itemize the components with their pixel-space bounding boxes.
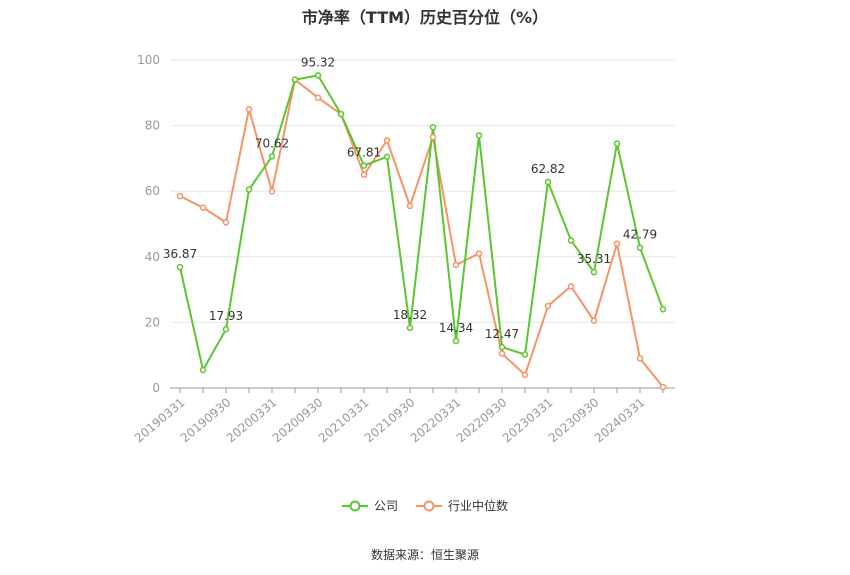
data-point bbox=[636, 244, 644, 251]
data-label: 36.87 bbox=[163, 247, 197, 261]
data-point bbox=[176, 192, 184, 200]
series-line-1 bbox=[179, 78, 664, 388]
series-line-0 bbox=[179, 74, 664, 371]
data-point bbox=[268, 187, 276, 195]
y-tick-label: 20 bbox=[145, 315, 160, 329]
legend-company-marker bbox=[341, 500, 368, 511]
data-point bbox=[360, 171, 368, 179]
data-point bbox=[475, 132, 483, 139]
data-label: 14.34 bbox=[439, 321, 473, 335]
data-point bbox=[383, 153, 391, 161]
data-label: 12.47 bbox=[485, 327, 519, 341]
data-point bbox=[222, 325, 230, 333]
data-point bbox=[291, 76, 299, 83]
data-point bbox=[613, 140, 621, 147]
data-labels: 36.87 17.93 70.62 95.32 67.81 18.32 14.34 12.47… bbox=[163, 55, 657, 341]
data-point bbox=[360, 162, 368, 169]
data-label: 17.93 bbox=[209, 309, 243, 323]
source-note: 数据来源：恒生聚源 bbox=[370, 548, 479, 562]
data-label: 35.31 bbox=[577, 252, 611, 266]
data-point bbox=[498, 343, 506, 351]
data-point bbox=[521, 351, 529, 358]
data-point bbox=[176, 263, 184, 271]
data-point bbox=[521, 371, 529, 379]
series-lines bbox=[179, 74, 664, 388]
data-label: 62.82 bbox=[531, 162, 565, 176]
data-label: 95.32 bbox=[301, 55, 335, 69]
x-tick-label: 20190331 bbox=[132, 395, 188, 445]
legend-company-label: 公司 bbox=[373, 499, 398, 513]
x-tick-label: 20240331 bbox=[592, 395, 648, 445]
legend: 公司 行业中位数 bbox=[0, 497, 850, 514]
legend-item-industry[interactable]: 行业中位数 bbox=[416, 497, 508, 514]
data-point bbox=[567, 237, 575, 244]
data-point bbox=[590, 317, 598, 325]
y-tick-label: 40 bbox=[145, 250, 160, 264]
data-point bbox=[199, 366, 207, 374]
y-tick-label: 60 bbox=[145, 184, 160, 198]
data-point bbox=[383, 137, 391, 144]
x-tick-label: 20220930 bbox=[454, 395, 510, 445]
x-tick-label: 20230930 bbox=[546, 395, 602, 445]
y-tick-label: 80 bbox=[145, 119, 160, 133]
data-point bbox=[659, 306, 667, 313]
chart-title: 市净率（TTM）历史百分位（%） bbox=[301, 8, 549, 27]
data-point bbox=[429, 133, 437, 141]
data-point bbox=[544, 178, 552, 186]
x-tick-label: 20200331 bbox=[224, 395, 280, 445]
legend-industry-marker bbox=[416, 500, 442, 511]
data-point bbox=[314, 94, 322, 101]
x-tick-label: 20210930 bbox=[362, 395, 418, 445]
x-tick-label: 20220331 bbox=[408, 395, 464, 445]
data-point bbox=[406, 202, 414, 210]
data-label: 67.81 bbox=[347, 146, 381, 160]
data-point bbox=[613, 240, 621, 247]
data-point bbox=[452, 337, 460, 345]
data-point bbox=[659, 383, 667, 391]
x-tick-label: 20230331 bbox=[500, 395, 556, 445]
y-tick-label: 0 bbox=[152, 381, 160, 395]
data-point bbox=[222, 219, 230, 226]
data-point bbox=[544, 302, 552, 310]
legend-item-company[interactable]: 公司 bbox=[341, 497, 398, 514]
data-point bbox=[245, 186, 253, 193]
data-point bbox=[406, 324, 414, 332]
y-axis-ticks: 0 20 40 60 80 100 bbox=[137, 53, 160, 395]
x-axis: 2019033120190930202003312020093020210331… bbox=[132, 387, 675, 445]
series-points bbox=[176, 72, 667, 391]
data-point bbox=[636, 355, 644, 362]
data-point bbox=[567, 283, 575, 290]
data-label: 18.32 bbox=[393, 308, 427, 322]
x-tick-label: 20190930 bbox=[178, 395, 234, 445]
y-tick-label: 100 bbox=[137, 53, 160, 67]
data-point bbox=[590, 268, 598, 276]
data-point bbox=[429, 123, 437, 131]
data-point bbox=[314, 72, 322, 79]
x-tick-label: 20200930 bbox=[270, 395, 326, 445]
data-point bbox=[268, 153, 276, 160]
data-point bbox=[245, 105, 253, 113]
data-point bbox=[498, 350, 506, 357]
legend-industry-label: 行业中位数 bbox=[448, 499, 509, 513]
data-point bbox=[337, 110, 345, 118]
data-label: 42.79 bbox=[623, 228, 657, 242]
data-point bbox=[475, 250, 483, 257]
x-tick-label: 20210331 bbox=[316, 395, 372, 445]
data-point bbox=[199, 204, 207, 211]
data-label: 70.62 bbox=[255, 136, 289, 150]
data-point bbox=[452, 261, 460, 269]
